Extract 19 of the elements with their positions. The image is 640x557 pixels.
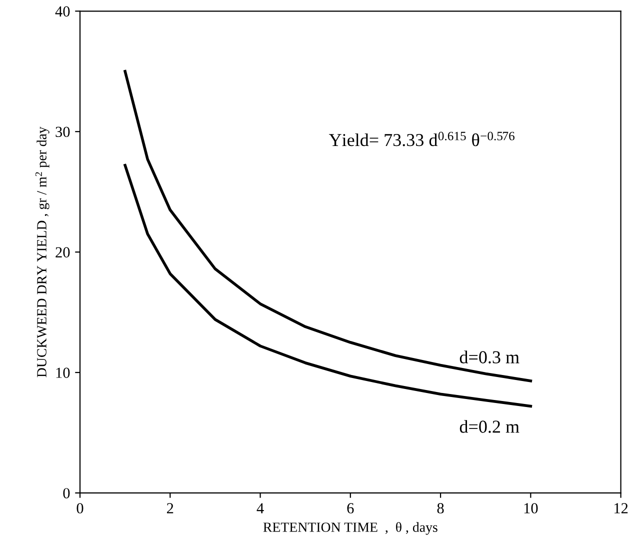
y-tick-label: 20 xyxy=(56,247,70,258)
line-series xyxy=(124,164,532,408)
x-tick-label: 10 xyxy=(524,503,538,514)
y-tick-label: 0 xyxy=(63,488,70,498)
y-axis-title: DUCKWEED DRY YIELD , gr / m$^{2}$ per day xyxy=(35,126,50,378)
series-label: d=0.3 m xyxy=(460,350,520,364)
y-tick-label: 10 xyxy=(56,368,70,378)
line-series xyxy=(124,70,532,382)
y-tick-label: 40 xyxy=(55,6,70,17)
x-tick-label: 0 xyxy=(76,503,84,514)
y-tick-label: 30 xyxy=(56,126,70,138)
x-tick-label: 4 xyxy=(256,503,264,514)
x-axis-title: RETENTION TIME , θ , days xyxy=(263,522,438,535)
series-label: d=0.2 m xyxy=(460,420,520,433)
x-tick-label: 6 xyxy=(347,503,354,514)
x-tick-label: 8 xyxy=(437,503,444,514)
x-tick-label: 2 xyxy=(166,503,174,514)
x-tick-label: 12 xyxy=(614,503,628,514)
annotation: Yield= 73.33 d$^{0.615}$ θ$^{−0.576}$ xyxy=(328,132,514,146)
